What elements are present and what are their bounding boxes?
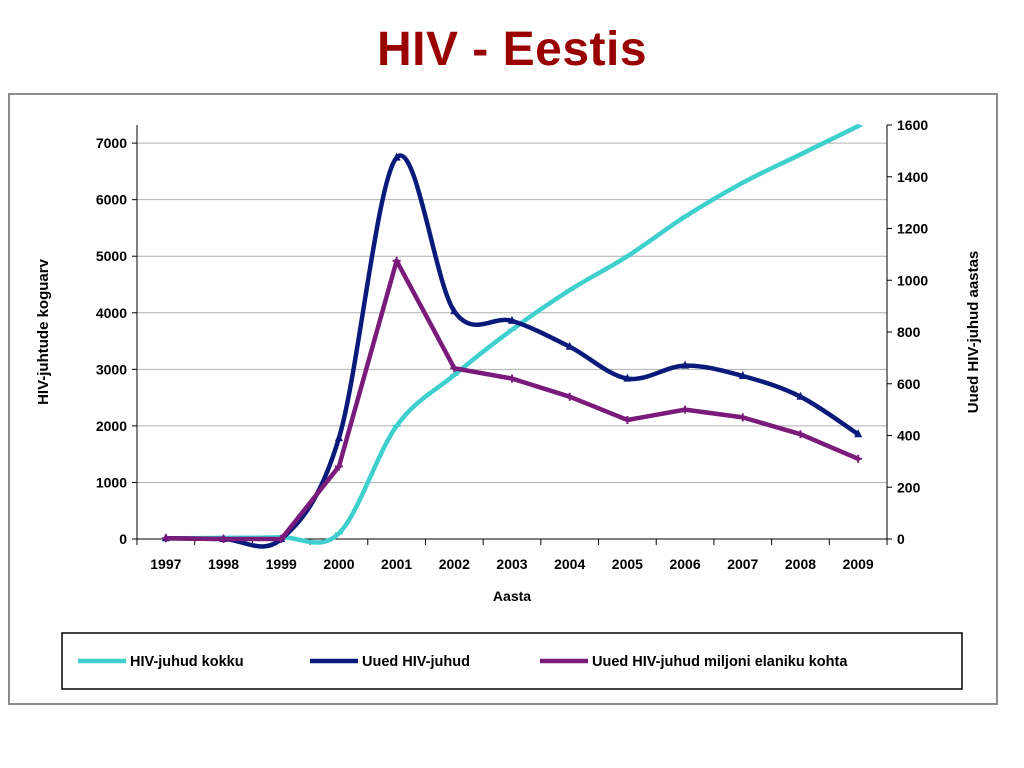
data-point — [796, 391, 805, 400]
left-axis-ticks: 0 1000 2000 3000 4000 5000 6000 7000 — [96, 135, 137, 547]
x-tick-label: 2003 — [496, 556, 527, 572]
legend-entry: Uued HIV-juhud — [362, 654, 470, 670]
data-point — [738, 413, 747, 422]
data-point — [565, 341, 574, 350]
right-tick-label: 400 — [897, 428, 921, 444]
right-tick-label: 200 — [897, 479, 921, 495]
x-tick-label: 2002 — [439, 556, 470, 572]
right-axis-ticks: 0 200 400 600 800 1000 1200 1400 1600 — [887, 117, 928, 547]
data-point — [277, 535, 286, 543]
right-tick-label: 1000 — [897, 272, 928, 288]
data-point — [161, 534, 170, 543]
x-tick-label: 2007 — [727, 556, 758, 572]
x-axis-ticks: 1997 1998 1999 2000 2001 2002 2003 2004 2005 2006… — [136, 539, 888, 572]
legend-entry: Uued HIV-juhud miljoni elaniku kohta — [592, 654, 848, 670]
right-tick-label: 600 — [897, 376, 921, 392]
series-line-uued-hiv-juhud-miljoni-elaniku-kohta — [163, 258, 861, 542]
data-point — [508, 315, 516, 324]
page-title: HIV - Eestis — [376, 23, 648, 76]
series-lines — [161, 123, 863, 549]
data-point — [334, 462, 343, 471]
data-point — [219, 535, 228, 543]
x-tick-label: 2005 — [612, 556, 643, 572]
gridlines — [137, 142, 887, 483]
left-tick-label: 6000 — [96, 192, 127, 208]
series-line-uued-hiv-juhud — [163, 153, 861, 549]
data-point — [738, 370, 747, 379]
y-axis-label-right: Uued HIV-juhud aastas — [965, 251, 982, 414]
left-tick-label: 3000 — [96, 361, 127, 377]
x-tick-label: 1999 — [266, 556, 297, 572]
data-point — [681, 405, 690, 414]
data-point — [450, 364, 459, 373]
legend-box — [61, 632, 963, 690]
left-tick-label: 1000 — [96, 474, 127, 490]
data-point — [334, 433, 343, 442]
right-tick-label: 1600 — [897, 117, 928, 133]
data-point — [392, 256, 401, 265]
x-tick-label: 2000 — [323, 556, 354, 572]
x-tick-label: 2004 — [554, 556, 585, 572]
data-point — [565, 392, 574, 401]
chart-frame: 0 1000 2000 3000 4000 5000 6000 7000 0 200 400 600… — [8, 93, 998, 705]
x-tick-label: 2009 — [843, 556, 874, 572]
right-tick-label: 800 — [897, 324, 921, 340]
left-tick-label: 4000 — [96, 305, 127, 321]
chart-svg: 0 1000 2000 3000 4000 5000 6000 7000 0 200 400 600… — [35, 117, 982, 690]
left-tick-label: 5000 — [96, 248, 127, 264]
data-point — [623, 373, 632, 382]
x-tick-label: 2006 — [669, 556, 700, 572]
data-point — [854, 454, 863, 463]
legend-entry: HIV-juhud kokku — [130, 654, 244, 670]
right-tick-label: 1200 — [897, 221, 928, 237]
x-tick-label: 1997 — [150, 556, 181, 572]
x-tick-label: 2008 — [785, 556, 816, 572]
x-axis-label: Aasta — [493, 588, 531, 604]
legend: HIV-juhud kokku Uued HIV-juhud Uued HIV-ju… — [61, 632, 963, 690]
right-tick-label: 1400 — [897, 169, 928, 185]
data-point — [796, 430, 805, 439]
right-tick-label: 0 — [897, 531, 905, 547]
left-tick-label: 7000 — [96, 135, 127, 151]
x-tick-label: 1998 — [208, 556, 239, 572]
x-tick-label: 2001 — [381, 556, 412, 572]
data-point — [508, 374, 516, 383]
left-tick-label: 2000 — [96, 418, 127, 434]
data-point — [854, 429, 863, 438]
y-axis-label-left: HIV-juhtude koguarv — [35, 258, 52, 405]
data-point — [450, 306, 459, 315]
left-tick-label: 0 — [119, 531, 127, 547]
series-line-hiv-juhud-kokku — [163, 123, 861, 545]
data-point — [392, 152, 401, 161]
data-point — [681, 360, 690, 369]
data-point — [623, 415, 632, 424]
